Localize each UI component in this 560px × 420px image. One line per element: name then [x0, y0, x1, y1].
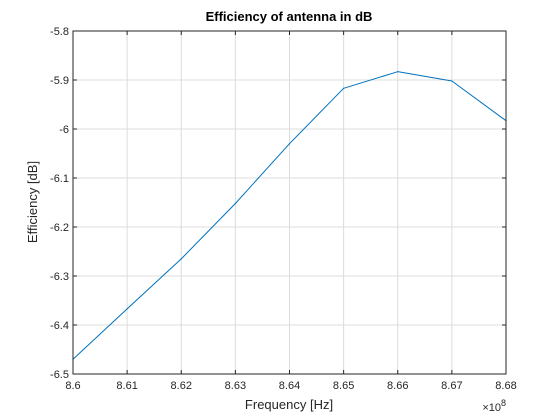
- x-tick-label: 8.61: [116, 380, 137, 392]
- x-tick-label: 8.65: [333, 380, 354, 392]
- y-tick-label: -6.3: [50, 271, 69, 283]
- data-point: [126, 308, 128, 310]
- data-point: [451, 80, 453, 82]
- data-point: [397, 71, 399, 73]
- y-axis-label: Efficiency [dB]: [25, 161, 40, 243]
- x-tick-label: 8.62: [171, 380, 192, 392]
- x-tick-label: 8.63: [225, 380, 246, 392]
- data-point: [180, 258, 182, 260]
- x-exponent-power: 8: [501, 398, 506, 408]
- data-point: [343, 87, 345, 89]
- y-tick-label: -6.5: [50, 369, 69, 381]
- x-axis-exponent: ×108: [482, 398, 506, 414]
- y-axis: -5.8 -5.9 -6 -6.1 -6.2 -6.3 -6.4 -6.5: [50, 26, 506, 381]
- x-tick-label: 8.6: [65, 380, 80, 392]
- y-tick-label: -5.8: [50, 26, 69, 38]
- chart-title: Efficiency of antenna in dB: [206, 9, 373, 24]
- x-exponent-base: ×10: [482, 402, 501, 414]
- y-tick-label: -6.2: [50, 222, 69, 234]
- y-tick-label: -6.1: [50, 173, 69, 185]
- data-point: [234, 202, 236, 205]
- x-axis-label: Frequency [Hz]: [245, 397, 333, 412]
- data-point: [288, 143, 291, 145]
- x-tick-label: 8.64: [279, 380, 300, 392]
- x-tick-label: 8.67: [441, 380, 462, 392]
- x-tick-label: 8.68: [495, 380, 516, 392]
- grid-lines: [72, 30, 507, 375]
- y-tick-label: -5.9: [50, 75, 69, 87]
- x-axis: 8.6 8.61 8.62 8.63 8.64 8.65 8.66 8.67 8.68: [65, 31, 517, 392]
- y-tick-label: -6.4: [50, 320, 69, 332]
- x-tick-label: 8.66: [387, 380, 408, 392]
- y-tick-label: -6: [59, 124, 69, 136]
- series-layer: [72, 71, 507, 360]
